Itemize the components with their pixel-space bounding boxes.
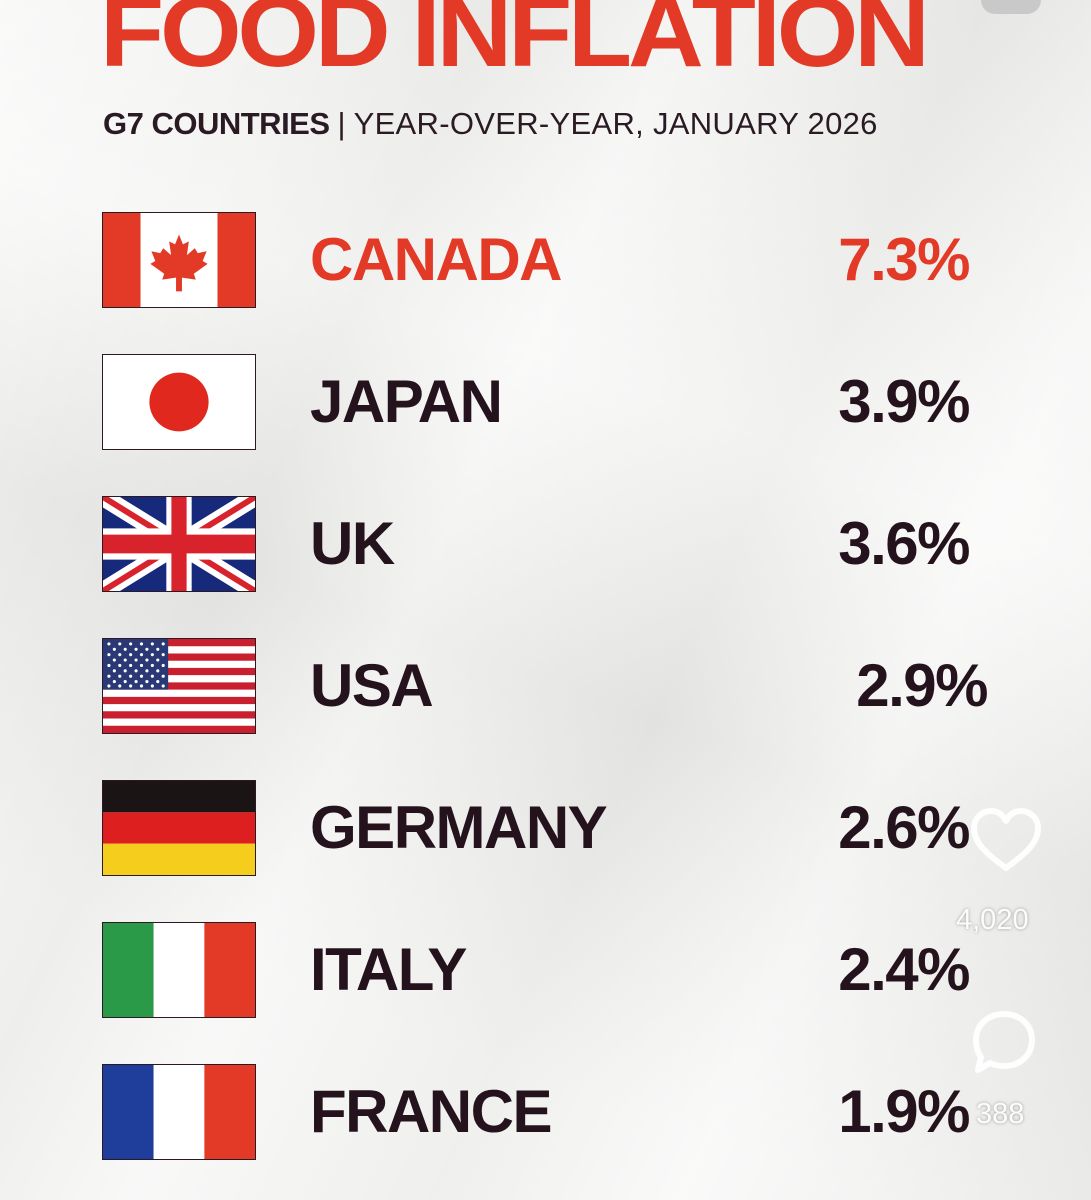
country-row-japan: JAPAN 3.9%: [0, 354, 1091, 454]
subtitle-separator: |: [337, 106, 346, 141]
inflation-value: 2.6%: [838, 794, 970, 861]
subtitle-group: G7 COUNTRIES: [103, 106, 330, 141]
country-name: JAPAN: [310, 368, 503, 435]
likes-count: 4,020: [956, 904, 1029, 936]
inflation-value: 3.9%: [838, 368, 970, 435]
country-name: CANADA: [310, 226, 562, 293]
germany-flag-icon: [102, 780, 256, 876]
inflation-value: 1.9%: [838, 1078, 970, 1145]
japan-flag-icon: [102, 354, 256, 450]
italy-flag-icon: [102, 922, 256, 1018]
page-title: FOOD INFLATION: [100, 0, 930, 88]
country-row-canada: CANADA 7.3%: [0, 212, 1091, 312]
inflation-value: 2.9%: [856, 652, 988, 719]
country-row-france: FRANCE 1.9%: [0, 1064, 1091, 1164]
country-name: FRANCE: [310, 1078, 553, 1145]
country-row-italy: ITALY 2.4%: [0, 922, 1091, 1022]
heart-icon[interactable]: [966, 800, 1046, 880]
country-name: UK: [310, 510, 395, 577]
inflation-value: 2.4%: [838, 936, 970, 1003]
country-row-germany: GERMANY 2.6%: [0, 780, 1091, 880]
page-subtitle: G7 COUNTRIES | YEAR-OVER-YEAR, JANUARY 202…: [103, 104, 878, 144]
country-row-usa: USA 2.9%: [0, 638, 1091, 738]
country-name: USA: [310, 652, 434, 719]
subtitle-period: YEAR-OVER-YEAR, JANUARY 2026: [353, 106, 878, 141]
country-name: ITALY: [310, 936, 467, 1003]
usa-flag-icon: [102, 638, 256, 734]
uk-flag-icon: [102, 496, 256, 592]
comments-count: 388: [976, 1098, 1025, 1130]
inflation-value: 3.6%: [838, 510, 970, 577]
comment-bubble-icon[interactable]: [966, 1004, 1042, 1080]
france-flag-icon: [102, 1064, 256, 1160]
top-status-pill: [981, 0, 1041, 14]
inflation-value: 7.3%: [838, 226, 970, 293]
country-name: GERMANY: [310, 794, 608, 861]
canada-flag-icon: [102, 212, 256, 308]
country-row-uk: UK 3.6%: [0, 496, 1091, 596]
